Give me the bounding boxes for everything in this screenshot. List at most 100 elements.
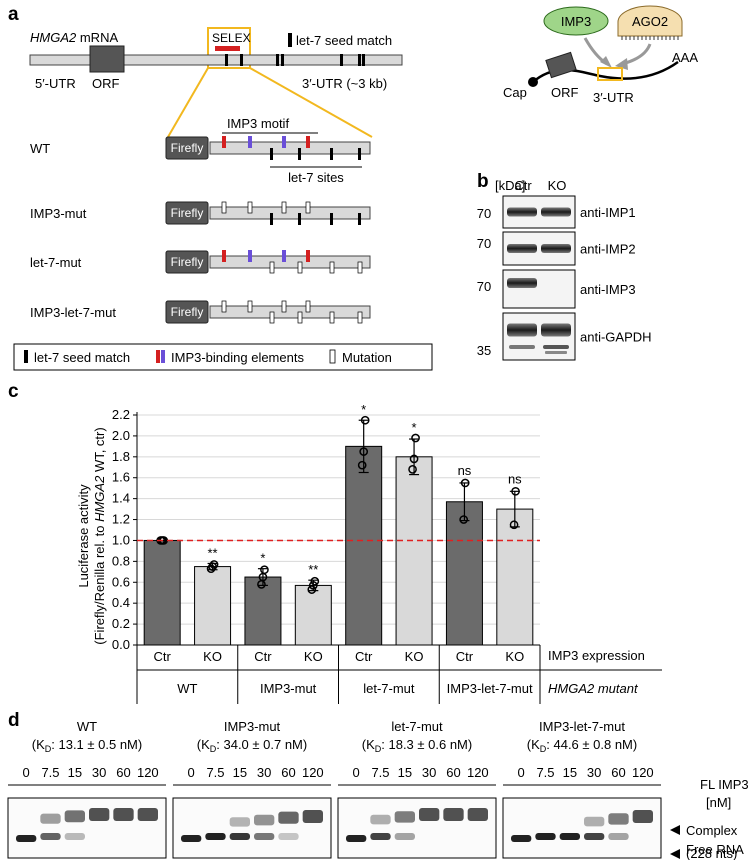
gel-frame (502, 797, 662, 859)
let7-site-mutated (329, 261, 335, 274)
gel-frame (172, 797, 332, 859)
mrna-let7-tick (358, 54, 361, 66)
free-rna-label: Free RNA (686, 842, 744, 857)
kd-close: ) (138, 737, 142, 752)
y-tick-label: 0.6 (112, 574, 130, 589)
imp3-ago2-diagram: IMP3 AGO2 Cap ORF 3′-UTR AAA (503, 5, 698, 105)
blot-frame (502, 269, 576, 309)
data-point (460, 478, 470, 488)
legend-mutation-icon (329, 349, 336, 364)
data-point (359, 447, 369, 456)
complex-band (419, 808, 440, 821)
free-rna-length: (228 nts) (686, 846, 737, 860)
legend-mutation: Mutation (342, 350, 392, 365)
blot-band (507, 244, 537, 253)
blot-marker: 70 (477, 279, 491, 294)
concentration-label: 120 (302, 765, 324, 780)
blot-antibody: anti-IMP1 (580, 205, 636, 220)
significance-label: * (260, 551, 265, 566)
let7-site-mutated (269, 311, 275, 324)
imp3-element-mutated (247, 300, 253, 313)
condition-label: KO (203, 649, 222, 664)
emsa-gels: WT(KD: 13.1 ± 0.5 nM)0 7.5 15 30 60 120IMP3-m… (7, 719, 662, 859)
group-label: WT (177, 681, 197, 696)
let7-site (298, 148, 301, 160)
mrna-let7-tick (362, 54, 365, 66)
fl-imp3-label: FL IMP3 (700, 777, 749, 792)
let7-site-mutated (297, 311, 303, 324)
kd-sep: : (381, 737, 388, 752)
complex-band (113, 808, 134, 821)
y-tick-label: 0.2 (112, 616, 130, 631)
gel-kd: (KD: 13.1 ± 0.5 nM) (32, 737, 142, 754)
group-label: IMP3-mut (260, 681, 317, 696)
imp3-arrowhead (600, 56, 612, 68)
concentration-label: 120 (467, 765, 489, 780)
mrna-let7-tick (240, 54, 243, 66)
complex-band (632, 810, 653, 823)
legend-imp3-blue-icon (161, 350, 165, 363)
free-rna-band (16, 835, 37, 842)
bar-WT-KO (194, 566, 232, 646)
imp3-element-mutated (247, 201, 253, 214)
condition-label: Ctr (456, 649, 474, 664)
kd-sep: : (216, 737, 223, 752)
data-point (360, 415, 370, 425)
concentration-label: 60 (116, 765, 130, 780)
let7-site (270, 213, 273, 225)
free-rna-band (370, 833, 391, 840)
condition-label: KO (405, 649, 424, 664)
firefly-label: Firefly (171, 255, 204, 269)
y-tick-label: 1.4 (112, 491, 130, 506)
mrna-bar (29, 54, 403, 66)
construct-utr-bar (209, 206, 371, 220)
concentration-label: 120 (632, 765, 654, 780)
blot-band-minor (545, 351, 567, 354)
data-point (511, 486, 520, 496)
let7-site-mutated (329, 311, 335, 324)
zoom-line-right (249, 67, 373, 138)
data-point (509, 520, 519, 530)
concentration-label: 120 (137, 765, 159, 780)
bar-WT-Ctr (143, 539, 181, 646)
bar-let-7-mut-KO (395, 456, 433, 646)
concentration-label: 7.5 (536, 765, 554, 780)
utr5-label: 5′-UTR (35, 76, 76, 91)
mrna-let7-tick (225, 54, 228, 66)
nm-unit-label: [nM] (706, 795, 731, 810)
blot-band (507, 207, 537, 217)
concentration-label: 30 (257, 765, 271, 780)
y-tick-label: 2.2 (112, 407, 130, 422)
blot-band (507, 323, 537, 337)
group-label: IMP3-let-7-mut (447, 681, 533, 696)
legend-imp3: IMP3-binding elements (171, 350, 304, 365)
condition-label: Ctr (355, 649, 373, 664)
y-tick-label: 0.8 (112, 553, 130, 568)
free-rna-band (278, 833, 299, 840)
complex-band (278, 811, 299, 824)
gel-frame (337, 797, 497, 859)
legend-box (13, 343, 433, 371)
concentration-label: 0 (188, 765, 195, 780)
panel-b-letter: b (477, 171, 489, 192)
let7-site-mutated (297, 261, 303, 274)
legend-let7: let-7 seed match (34, 350, 130, 365)
selex-label: SELEX (212, 31, 251, 45)
let7-site (330, 148, 333, 160)
data-point (308, 581, 318, 590)
y-tick-label: 2.0 (112, 428, 130, 443)
complex-band (608, 813, 629, 825)
bar-chart: 0.0 0.2 0.4 0.6 0.8 1.0 1.2 1.4 1.6 1.8 2.0 2.2 Ctr *… (112, 402, 662, 704)
significance-label: ** (308, 562, 318, 577)
let7-site-mutated (357, 261, 363, 274)
blot-band (541, 323, 571, 337)
concentration-label: 7.5 (41, 765, 59, 780)
data-point (310, 576, 320, 586)
significance-label: ns (508, 471, 522, 486)
y-tick-label: 1.0 (112, 532, 130, 547)
utr3-label: 3′-UTR (~3 kb) (302, 76, 387, 91)
firefly-label: Firefly (171, 206, 204, 220)
concentration-label: 7.5 (206, 765, 224, 780)
concentration-label: 30 (587, 765, 601, 780)
